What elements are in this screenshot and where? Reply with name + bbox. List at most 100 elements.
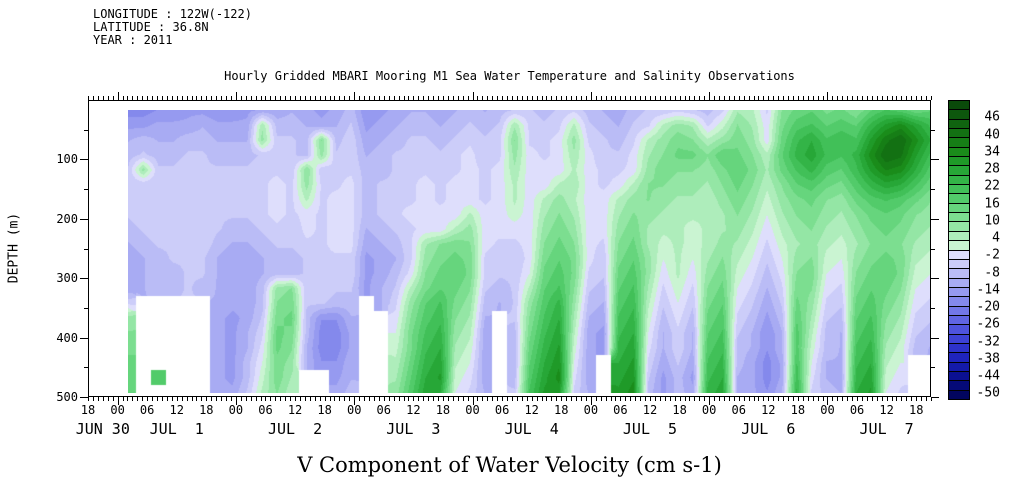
x-tick-bottom	[931, 397, 932, 401]
x-tick-bottom	[161, 397, 163, 401]
colorbar-tick-label: -50	[976, 385, 1000, 401]
x-tick-bottom	[142, 397, 144, 401]
x-tick-top	[871, 96, 873, 100]
x-tick-bottom	[650, 397, 651, 401]
x-tick-bottom	[221, 397, 223, 401]
x-tick-top	[255, 96, 257, 100]
hour-label: 18	[672, 403, 687, 417]
x-tick-bottom	[502, 397, 504, 401]
colorbar-tick-label: -32	[976, 334, 1000, 349]
x-tick-bottom	[398, 397, 400, 401]
x-tick-top	[738, 96, 740, 100]
x-tick-top	[270, 96, 272, 100]
y-tick-left	[84, 129, 88, 131]
x-tick-bottom	[753, 397, 755, 401]
x-tick-top	[226, 96, 228, 100]
x-tick-top	[571, 96, 573, 100]
x-tick-top	[605, 96, 607, 100]
x-tick-bottom	[497, 397, 499, 401]
colorbar-tick-label: -2	[984, 247, 1000, 263]
x-tick-bottom	[413, 397, 415, 401]
y-tick-right	[931, 367, 935, 369]
x-tick-bottom	[714, 397, 716, 401]
x-tick-bottom	[630, 397, 632, 401]
x-tick-top	[388, 96, 390, 100]
x-tick-bottom	[704, 397, 706, 401]
colorbar-tick-label: 16	[984, 196, 1000, 211]
x-tick-bottom	[132, 397, 134, 401]
hour-label: 00	[346, 403, 362, 417]
date-label: JUL 5	[622, 420, 678, 438]
x-tick-top	[132, 96, 134, 100]
y-tick-right	[931, 218, 939, 220]
x-tick-bottom	[127, 397, 129, 401]
x-tick-top	[615, 96, 617, 100]
x-tick-bottom	[319, 397, 321, 401]
x-tick-top	[472, 92, 474, 100]
x-tick-bottom	[640, 397, 642, 401]
x-tick-top	[452, 96, 454, 100]
x-tick-top	[157, 96, 159, 100]
x-tick-top	[679, 96, 681, 100]
x-tick-bottom	[344, 397, 346, 401]
x-tick-bottom	[797, 397, 799, 401]
x-tick-top	[462, 96, 464, 100]
x-tick-bottom	[516, 397, 518, 401]
x-tick-bottom	[526, 397, 528, 401]
hour-label: 00	[110, 403, 125, 417]
x-tick-top	[393, 96, 395, 100]
y-tick-right	[931, 337, 939, 339]
x-tick-top	[822, 96, 824, 100]
x-tick-bottom	[817, 397, 819, 401]
x-tick-bottom	[723, 397, 725, 401]
x-tick-bottom	[447, 397, 449, 401]
x-tick-bottom	[699, 397, 701, 401]
date-label: JUL 1	[149, 420, 204, 438]
x-tick-bottom	[487, 397, 489, 401]
x-tick-top	[886, 96, 888, 100]
x-tick-top	[792, 96, 794, 100]
x-tick-top	[600, 96, 602, 100]
x-tick-top	[783, 96, 785, 100]
x-tick-top	[275, 96, 277, 100]
x-tick-bottom	[433, 397, 435, 401]
y-tick-right	[931, 159, 939, 161]
x-tick-bottom	[171, 397, 173, 401]
x-tick-top	[891, 96, 893, 100]
x-tick-bottom	[428, 397, 430, 401]
x-tick-top	[630, 96, 632, 100]
x-tick-top	[186, 96, 188, 100]
x-tick-top	[240, 96, 242, 100]
colorbar-tick-label: 4	[992, 230, 1000, 246]
x-tick-top	[857, 96, 859, 100]
x-tick-bottom	[147, 397, 149, 401]
x-tick-top	[807, 96, 809, 100]
x-tick-bottom	[926, 397, 928, 401]
x-tick-bottom	[837, 397, 839, 401]
x-tick-bottom	[891, 397, 893, 401]
x-tick-top	[447, 96, 449, 100]
hour-label: 18	[790, 403, 806, 417]
x-tick-bottom	[369, 397, 370, 401]
hour-label: 12	[169, 403, 184, 417]
y-tick-left	[84, 307, 88, 309]
x-tick-bottom	[354, 397, 356, 405]
x-tick-bottom	[378, 397, 380, 401]
x-tick-top	[595, 96, 597, 100]
x-tick-top	[176, 96, 178, 100]
y-tick-right	[931, 307, 935, 309]
y-tick-left	[84, 367, 88, 369]
x-tick-top	[812, 96, 814, 100]
hour-label: 18	[80, 403, 96, 417]
x-tick-bottom	[556, 397, 558, 401]
x-tick-bottom	[176, 397, 178, 401]
plot-frame	[88, 100, 931, 397]
x-tick-bottom	[788, 397, 790, 401]
x-tick-bottom	[359, 397, 361, 401]
header-latitude: LATITUDE : 36.8N	[93, 20, 209, 34]
x-tick-bottom	[295, 397, 297, 401]
x-tick-top	[896, 96, 898, 100]
x-tick-bottom	[679, 397, 681, 401]
x-tick-top	[492, 96, 494, 100]
x-tick-bottom	[659, 397, 661, 401]
